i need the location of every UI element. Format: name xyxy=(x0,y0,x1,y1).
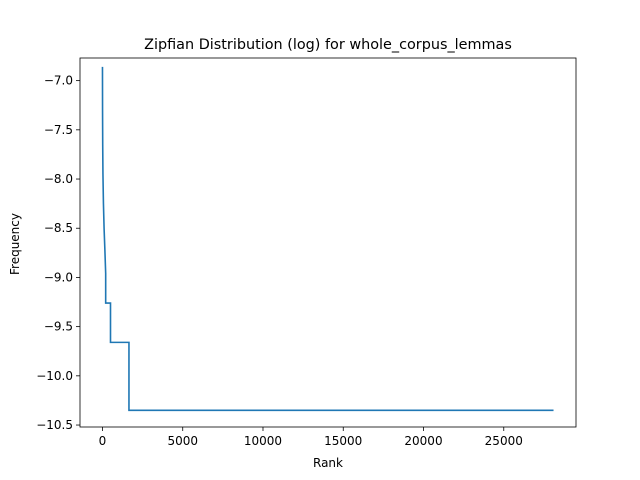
x-tick-label: 25000 xyxy=(485,434,523,448)
x-tick-label: 20000 xyxy=(404,434,442,448)
y-tick-label: −10.0 xyxy=(36,369,73,383)
x-axis: 0 5000 10000 15000 20000 25000 xyxy=(99,427,523,448)
x-tick-label: 15000 xyxy=(324,434,362,448)
x-tick-label: 0 xyxy=(99,434,107,448)
y-tick-label: −9.5 xyxy=(44,320,73,334)
y-tick-label: −7.0 xyxy=(44,74,73,88)
series-line-0 xyxy=(101,66,554,412)
plot-area xyxy=(79,57,577,428)
x-tick-label: 10000 xyxy=(244,434,282,448)
y-tick-label: −8.0 xyxy=(44,172,73,186)
x-tick-label: 5000 xyxy=(167,434,198,448)
x-axis-label: Rank xyxy=(313,456,343,470)
y-axis: −7.0 −7.5 −8.0 −8.5 −9.0 −9.5 −10.0 −10.5 xyxy=(36,74,80,432)
y-tick-label: −9.0 xyxy=(44,270,73,284)
y-axis-label: Frequency xyxy=(8,213,22,275)
y-tick-label: −10.5 xyxy=(36,418,73,432)
y-tick-label: −7.5 xyxy=(44,123,73,137)
y-tick-label: −8.5 xyxy=(44,221,73,235)
chart-title: Zipfian Distribution (log) for whole_cor… xyxy=(144,37,512,53)
axes-frame xyxy=(79,57,577,428)
